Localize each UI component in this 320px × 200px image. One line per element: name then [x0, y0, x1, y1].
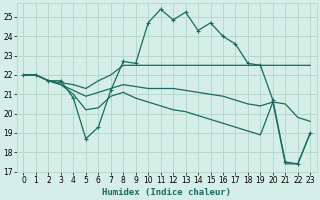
X-axis label: Humidex (Indice chaleur): Humidex (Indice chaleur)	[102, 188, 231, 197]
